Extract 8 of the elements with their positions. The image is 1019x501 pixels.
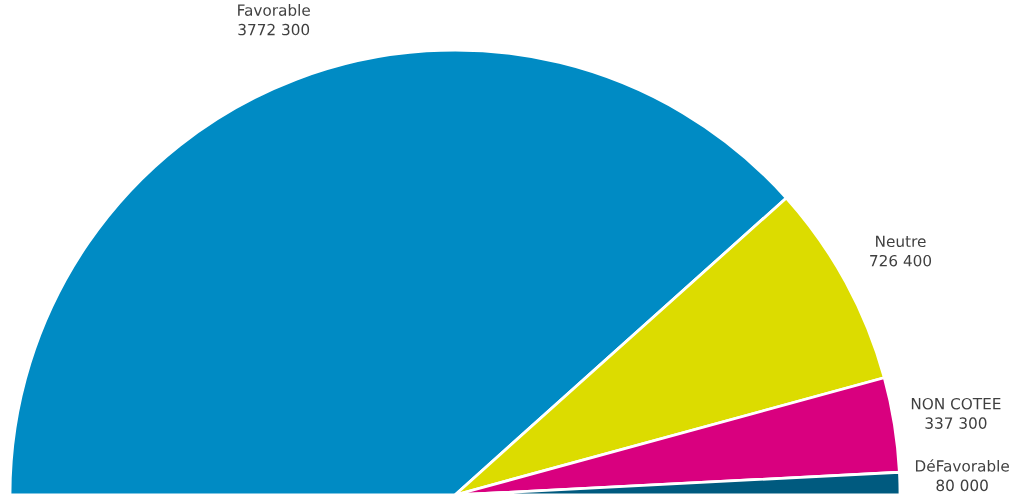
data-label: 3772 300: [238, 23, 310, 36]
slice-label: NON COTEE: [911, 397, 1001, 410]
slice-label: Neutre: [876, 235, 926, 248]
data-label: 337 300: [925, 417, 987, 429]
data-label: 726 400: [870, 254, 932, 267]
slice-label: DéFavorable: [915, 459, 1009, 472]
slice-label: Favorable: [238, 4, 310, 16]
data-label: 80 000: [936, 479, 988, 492]
